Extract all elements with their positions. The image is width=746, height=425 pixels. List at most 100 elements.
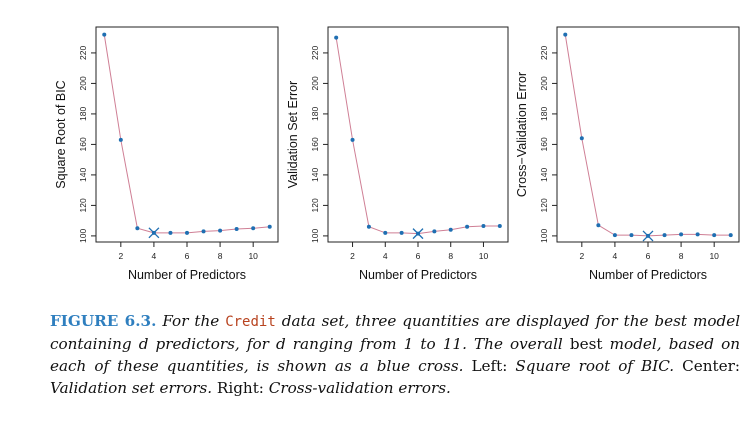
y-tick-label: 200 xyxy=(539,76,549,90)
data-point xyxy=(728,233,733,238)
x-tick-label: 4 xyxy=(152,251,157,261)
x-tick-label: 6 xyxy=(646,251,651,261)
data-point xyxy=(251,226,256,231)
chart-panel-3: 2 4 6 8 10 100 120 140 160 180 200 220 Number of Pre… xyxy=(515,26,740,282)
y-tick-label: 140 xyxy=(78,168,88,182)
y-tick-label: 100 xyxy=(78,229,88,243)
best-model-cross xyxy=(412,228,424,240)
data-point xyxy=(350,137,355,142)
best-cross-stroke xyxy=(148,227,160,239)
y-tick-label: 120 xyxy=(78,198,88,212)
data-point xyxy=(712,233,717,238)
data-point xyxy=(432,229,437,234)
y-tick-label: 160 xyxy=(310,137,320,151)
y-tick-label: 180 xyxy=(78,107,88,121)
data-point xyxy=(596,223,601,228)
caption-code-credit: Credit xyxy=(225,314,276,330)
y-tick-label: 180 xyxy=(539,107,549,121)
y-tick-label: 120 xyxy=(539,198,549,212)
x-tick-label: 6 xyxy=(416,251,421,261)
x-tick-label: 2 xyxy=(118,251,123,261)
x-tick-label: 4 xyxy=(383,251,388,261)
figure-label: FIGURE 6.3. xyxy=(50,312,157,330)
x-tick-label: 10 xyxy=(709,251,719,261)
x-tick-label: 2 xyxy=(579,251,584,261)
figure-plots: 2 4 6 8 10 100 120 140 160 180 200 220 Number of Pre… xyxy=(54,26,740,282)
caption-right-label: Right: xyxy=(216,379,264,397)
y-tick-label: 160 xyxy=(539,137,549,151)
data-point xyxy=(695,232,700,237)
y-tick-label: 160 xyxy=(78,137,88,151)
y-tick-label: 140 xyxy=(310,168,320,182)
data-point xyxy=(383,230,388,235)
caption-center-desc: Validation set errors. xyxy=(50,379,213,397)
data-point xyxy=(135,226,140,231)
caption-text-4: model, based on each of these quantities… xyxy=(50,335,741,375)
y-axis-label: Validation Set Error xyxy=(286,81,300,188)
y-tick-label: 100 xyxy=(310,229,320,243)
series-line xyxy=(335,37,500,235)
y-tick-label: 220 xyxy=(310,46,320,60)
x-tick-label: 8 xyxy=(448,251,453,261)
x-tick-label: 10 xyxy=(479,251,489,261)
data-point xyxy=(448,227,453,232)
x-tick-label: 8 xyxy=(679,251,684,261)
y-tick-label: 100 xyxy=(539,229,549,243)
x-tick-label: 10 xyxy=(248,251,258,261)
caption-text-3: best xyxy=(569,335,603,353)
y-tick-label: 220 xyxy=(78,46,88,60)
plot-frame xyxy=(95,26,279,243)
y-axis-label: Cross−Validation Error xyxy=(515,72,529,197)
best-cross-stroke xyxy=(412,228,424,240)
series-line xyxy=(103,34,270,234)
chart-panel-2: 2 4 6 8 10 100 120 140 160 180 200 220 Number of Pre… xyxy=(286,26,509,282)
data-point xyxy=(185,230,189,235)
y-tick-label: 200 xyxy=(78,76,88,90)
x-axis-label: Number of Predictors xyxy=(359,268,477,282)
data-point xyxy=(267,224,272,229)
x-axis-label: Number of Predictors xyxy=(589,268,707,282)
y-tick-label: 120 xyxy=(310,198,320,212)
data-point xyxy=(334,35,339,40)
caption-left-desc: Square root of BIC. xyxy=(515,357,675,375)
data-point xyxy=(201,229,206,234)
caption-text-1: For the xyxy=(162,312,220,330)
data-point xyxy=(563,32,568,37)
caption-text-2: data set, three quantities are displayed… xyxy=(50,312,741,353)
data-point xyxy=(497,223,502,228)
series-line xyxy=(564,34,731,237)
chart-panel-1: 2 4 6 8 10 100 120 140 160 180 200 220 Number of Pre… xyxy=(54,26,279,282)
plot-frame xyxy=(327,26,509,243)
caption-right-desc: Cross-validation errors. xyxy=(268,379,451,397)
plot-frame xyxy=(556,26,740,243)
figure-caption: FIGURE 6.3. For the Credit data set, thr… xyxy=(50,310,740,399)
y-tick-label: 180 xyxy=(310,107,320,121)
data-point xyxy=(218,228,223,233)
x-tick-label: 8 xyxy=(218,251,223,261)
caption-center-label: Center: xyxy=(682,357,740,375)
data-point xyxy=(168,230,173,235)
data-point xyxy=(579,136,584,141)
x-tick-label: 4 xyxy=(613,251,618,261)
data-point xyxy=(102,32,107,37)
data-point xyxy=(465,224,470,229)
data-point xyxy=(629,233,634,238)
data-point xyxy=(679,232,684,237)
y-axis-label: Square Root of BIC xyxy=(54,80,68,188)
x-tick-label: 6 xyxy=(185,251,190,261)
data-point xyxy=(366,224,371,229)
x-tick-label: 2 xyxy=(350,251,355,261)
best-model-cross xyxy=(148,227,160,239)
data-point xyxy=(234,227,239,232)
x-axis-label: Number of Predictors xyxy=(128,268,246,282)
data-point xyxy=(399,230,404,235)
y-tick-label: 140 xyxy=(539,168,549,182)
best-model-cross xyxy=(642,230,654,242)
data-point xyxy=(612,233,617,238)
data-point xyxy=(118,137,123,142)
data-point xyxy=(481,223,486,228)
best-cross-stroke xyxy=(642,230,654,242)
y-tick-label: 220 xyxy=(539,46,549,60)
caption-left-label: Left: xyxy=(471,357,508,375)
y-tick-label: 200 xyxy=(310,76,320,90)
